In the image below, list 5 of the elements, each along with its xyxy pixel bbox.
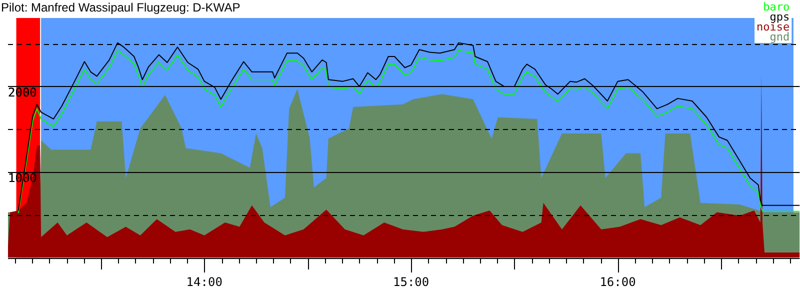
text: gnd — [770, 30, 790, 44]
x-tick-label: 15:00 — [393, 274, 430, 289]
x-tick-label: 16:00 — [600, 274, 636, 289]
x-tick-label: 14:00 — [186, 274, 222, 289]
chart-title: Pilot: Manfred Wassipaul Flugzeug: D-KWAP — [1, 0, 240, 14]
